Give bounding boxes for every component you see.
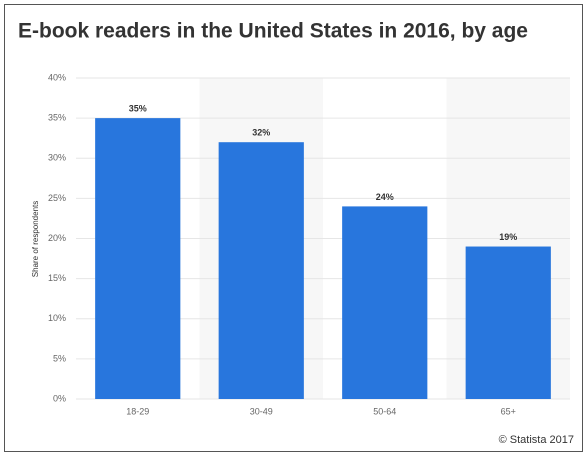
y-tick-label: 25% (48, 193, 66, 203)
y-tick-label: 0% (53, 393, 66, 403)
y-tick-label: 30% (48, 153, 66, 163)
data-label: 19% (499, 232, 517, 242)
y-tick-label: 10% (48, 313, 66, 323)
bar (342, 206, 428, 399)
bar (465, 246, 551, 399)
data-label: 24% (376, 192, 394, 202)
bar (95, 118, 181, 399)
bar (218, 142, 304, 399)
y-tick-label: 40% (48, 72, 66, 82)
y-tick-label: 15% (48, 273, 66, 283)
y-tick-label: 20% (48, 233, 66, 243)
data-label: 35% (129, 104, 147, 114)
x-tick-label: 30-49 (250, 406, 273, 416)
x-tick-label: 65+ (501, 406, 516, 416)
y-tick-label: 35% (48, 113, 66, 123)
chart-title: E-book readers in the United States in 2… (18, 20, 528, 43)
x-tick-label: 50-64 (373, 406, 396, 416)
x-tick-label: 18-29 (126, 406, 149, 416)
source: © Statista 2017 (499, 434, 574, 446)
y-tick-label: 5% (53, 353, 66, 363)
y-axis-label: Share of respondents (31, 201, 40, 278)
data-label: 32% (252, 128, 270, 138)
